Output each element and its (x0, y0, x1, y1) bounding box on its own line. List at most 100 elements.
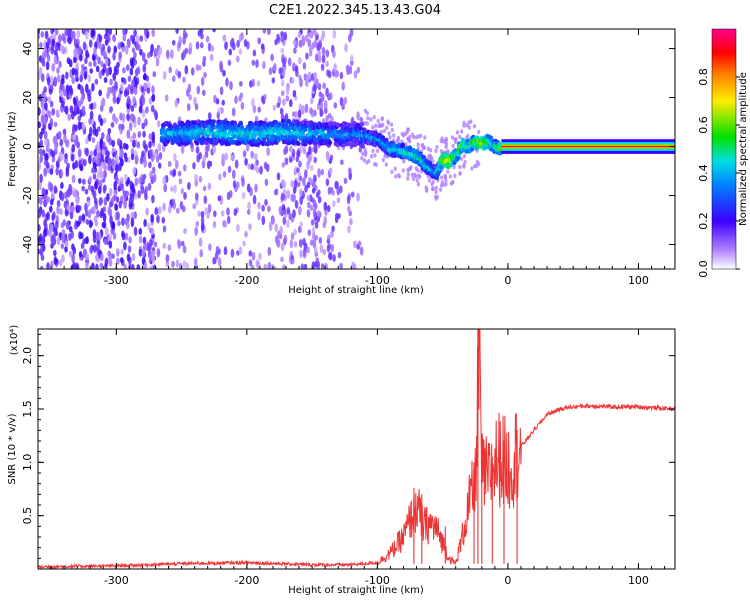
noise-speckle (291, 78, 295, 84)
noise-speckle (131, 47, 136, 54)
noise-speckle (186, 103, 191, 112)
ridge-point (251, 138, 256, 143)
noise-speckle (178, 178, 183, 185)
noise-speckle (228, 190, 233, 199)
noise-speckle (439, 149, 443, 154)
noise-speckle (105, 226, 109, 237)
noise-speckle (236, 181, 240, 189)
noise-speckle (103, 170, 107, 179)
noise-speckle (450, 180, 454, 186)
noise-speckle (339, 262, 343, 269)
noise-speckle (107, 206, 111, 216)
noise-speckle (228, 48, 233, 56)
ridge-point (196, 134, 201, 140)
noise-speckle (261, 215, 266, 226)
noise-speckle (124, 173, 128, 182)
noise-speckle (429, 154, 433, 159)
noise-speckle (116, 248, 120, 257)
noise-speckle (286, 207, 291, 214)
noise-speckle (303, 73, 308, 81)
noise-speckle (175, 159, 179, 170)
noise-speckle (59, 44, 64, 53)
noise-speckle (232, 180, 237, 189)
noise-speckle (298, 205, 302, 216)
noise-speckle (53, 249, 57, 257)
x-tick-label: -100 (365, 274, 390, 287)
noise-speckle (217, 248, 221, 255)
noise-speckle (262, 61, 266, 70)
noise-speckle (43, 167, 47, 177)
noise-speckle (267, 261, 272, 269)
noise-speckle (89, 221, 94, 227)
noise-speckle (331, 190, 335, 196)
noise-speckle (146, 87, 151, 94)
noise-speckle (172, 168, 177, 177)
noise-speckle (285, 85, 290, 96)
noise-speckle (276, 172, 281, 181)
noise-speckle (459, 156, 463, 161)
x-tick-label: -300 (104, 274, 129, 287)
noise-speckle (321, 30, 326, 39)
noise-speckle (283, 33, 288, 41)
noise-speckle (74, 69, 79, 80)
noise-speckle (89, 110, 94, 120)
noise-speckle (452, 165, 456, 170)
noise-speckle (292, 186, 297, 194)
noise-speckle (427, 178, 431, 183)
noise-speckle (311, 187, 316, 194)
noise-speckle (96, 126, 101, 132)
noise-speckle (73, 38, 78, 48)
noise-speckle (133, 59, 138, 66)
noise-speckle (99, 210, 104, 219)
noise-speckle (372, 115, 376, 120)
noise-speckle (348, 65, 353, 75)
noise-speckle (274, 188, 279, 196)
noise-speckle (79, 164, 84, 172)
noise-speckle (253, 163, 258, 172)
noise-speckle (119, 157, 124, 167)
noise-speckle (69, 205, 74, 213)
noise-speckle (149, 252, 153, 262)
ridge-point (380, 135, 386, 141)
noise-speckle (58, 259, 63, 267)
noise-speckle (117, 42, 122, 50)
noise-speckle (340, 159, 344, 166)
noise-speckle (162, 242, 167, 249)
noise-speckle (294, 200, 299, 209)
noise-speckle (451, 143, 455, 149)
noise-speckle (80, 232, 84, 240)
noise-speckle (139, 48, 143, 56)
colorbar: 0.0 0.2 0.4 0.6 0.8 Normalized spectral ampl… (697, 28, 749, 278)
noise-speckle (148, 133, 153, 140)
noise-speckle (247, 201, 251, 210)
noise-speckle (255, 259, 260, 268)
noise-speckle (356, 66, 361, 74)
noise-speckle (108, 259, 113, 267)
noise-speckle (349, 29, 354, 37)
noise-speckle (74, 159, 79, 169)
noise-speckle (84, 237, 89, 244)
noise-speckle (443, 173, 447, 179)
noise-speckle (155, 57, 160, 67)
noise-speckle (163, 183, 167, 193)
noise-speckle (434, 189, 438, 195)
noise-speckle (244, 157, 248, 166)
noise-speckle (267, 205, 271, 213)
noise-speckle (208, 160, 213, 167)
noise-speckle (292, 89, 297, 98)
noise-speckle (126, 129, 131, 139)
noise-speckle (55, 220, 59, 230)
noise-speckle (85, 51, 89, 58)
noise-speckle (361, 151, 365, 156)
noise-speckle (319, 101, 324, 110)
noise-speckle (146, 52, 151, 59)
noise-speckle (199, 249, 203, 258)
noise-speckle (175, 259, 180, 268)
noise-speckle (126, 64, 130, 71)
ridge-point (195, 140, 200, 146)
noise-speckle (180, 187, 185, 195)
noise-speckle (328, 251, 333, 261)
noise-speckle (339, 71, 344, 80)
noise-speckle (397, 174, 402, 179)
noise-speckle (81, 121, 86, 130)
